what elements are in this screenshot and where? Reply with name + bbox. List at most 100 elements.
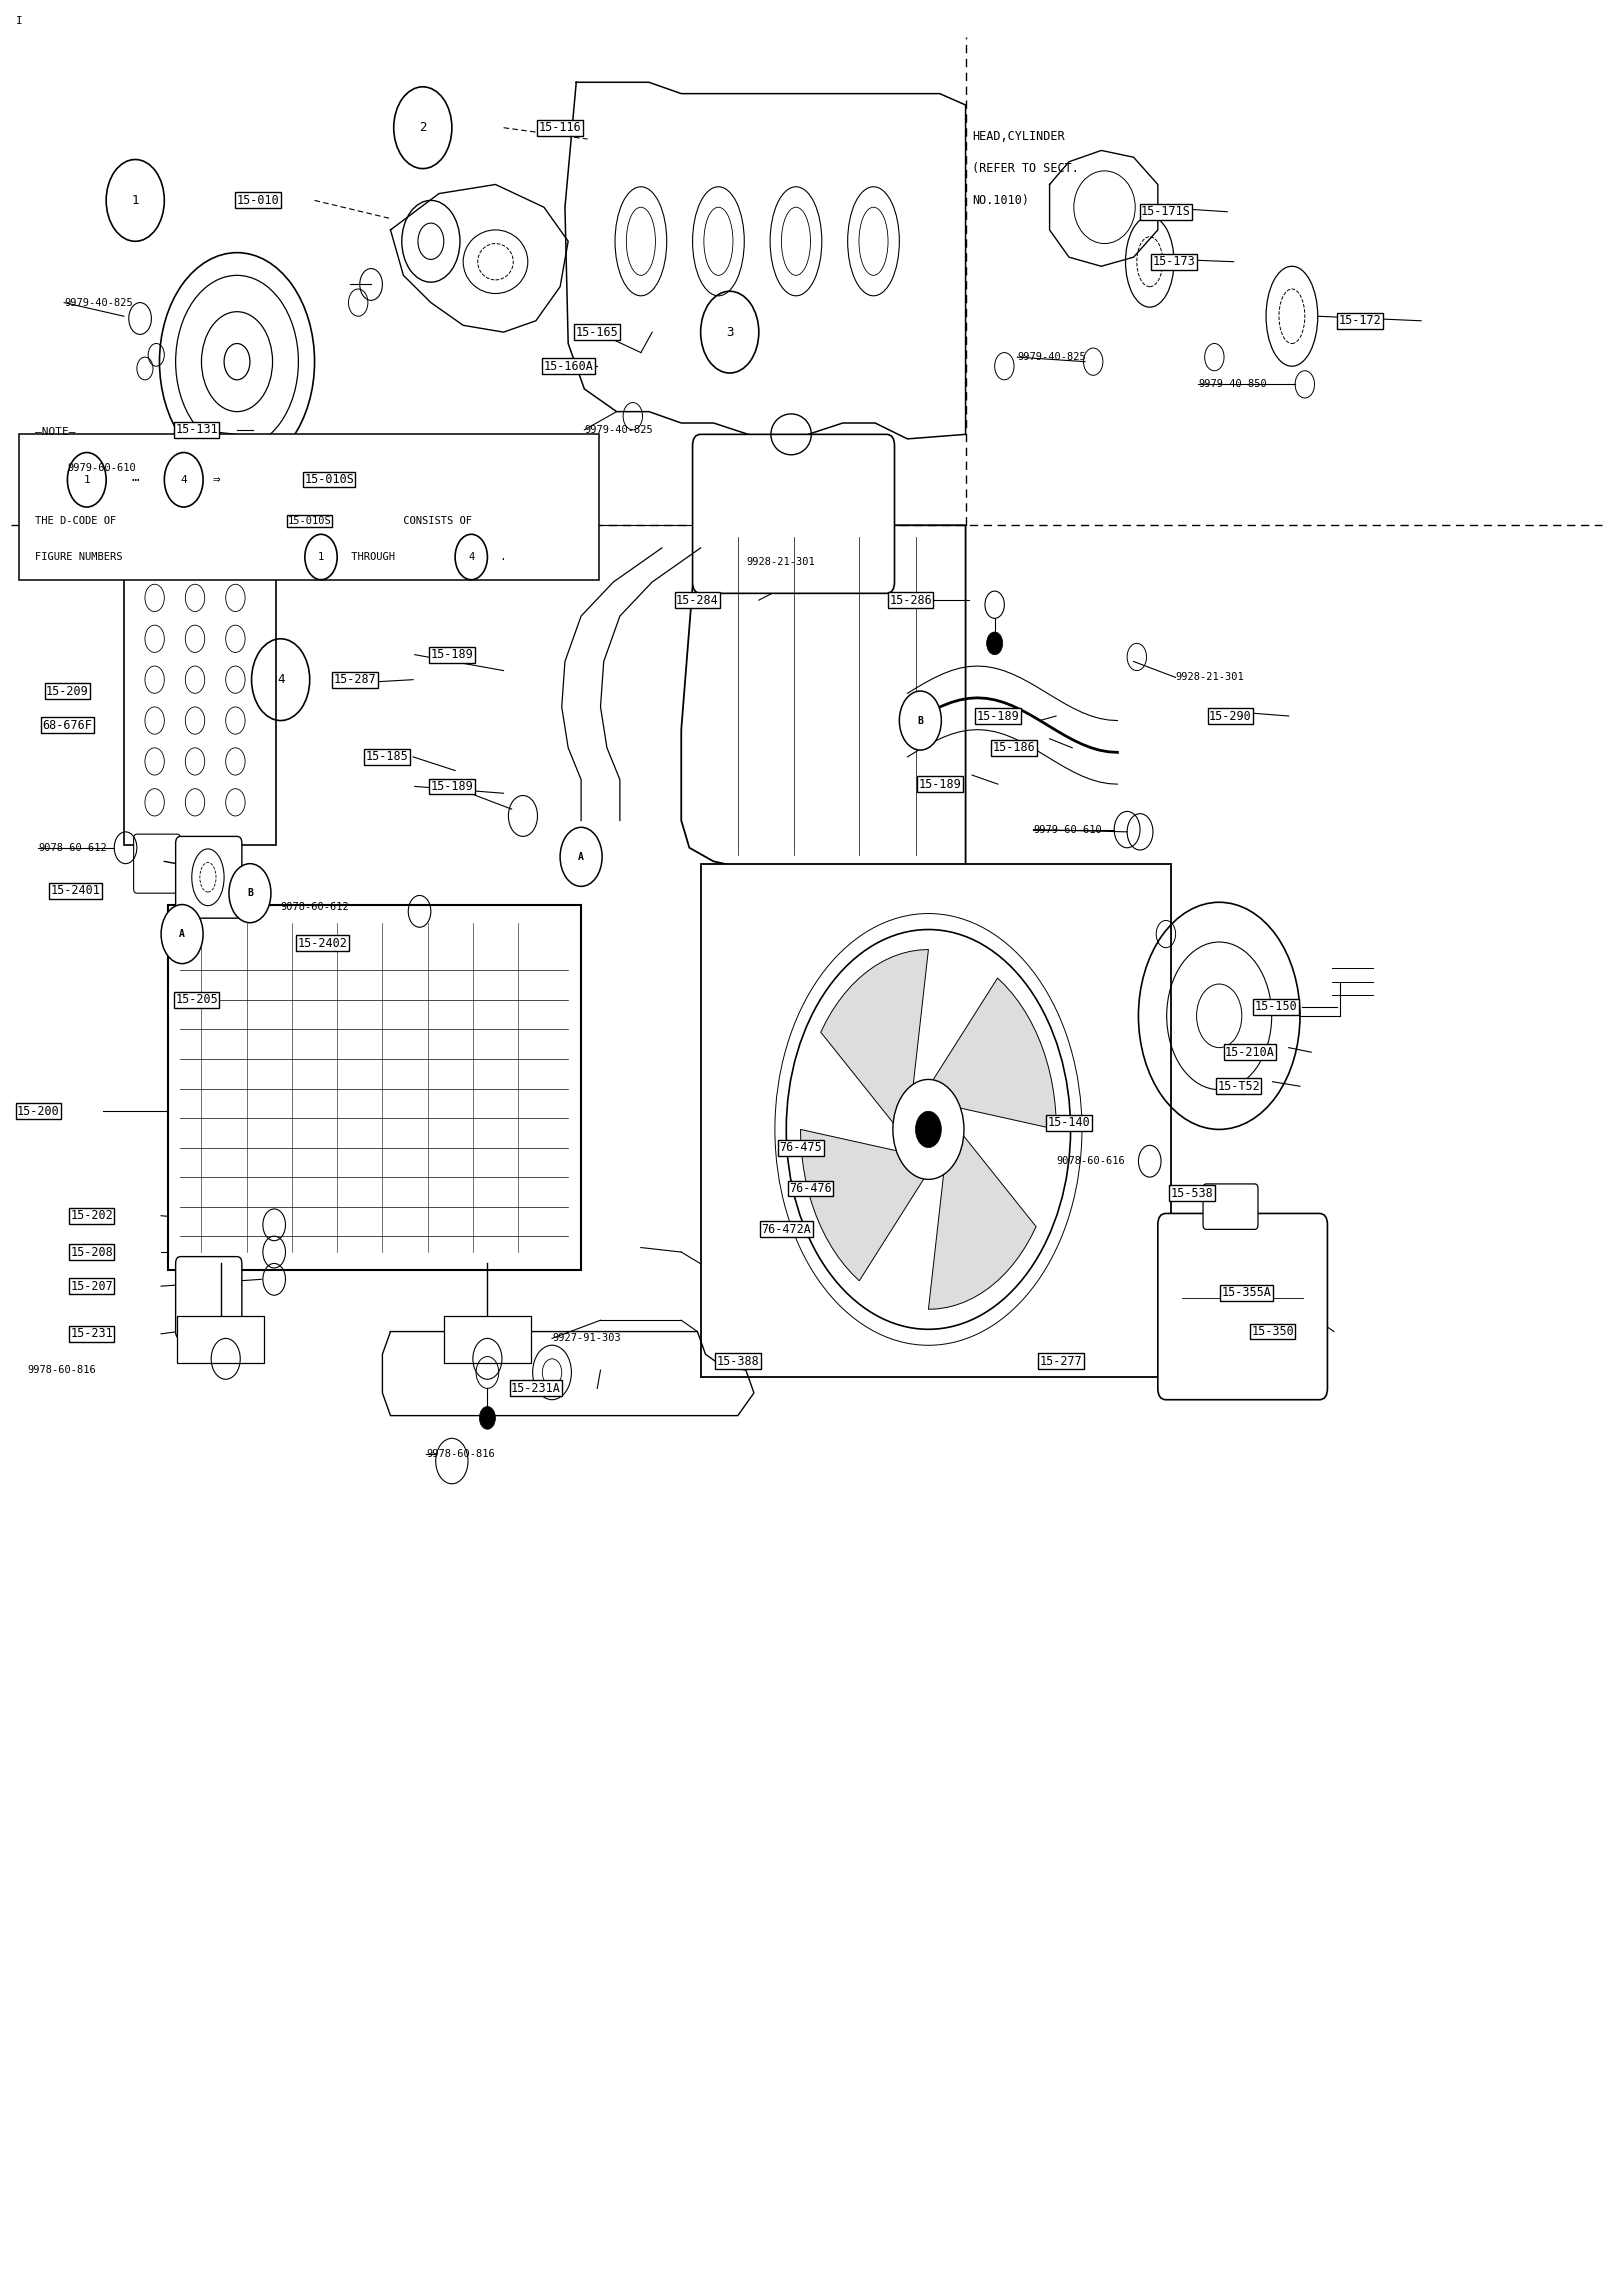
Text: 15-231: 15-231 (70, 1327, 113, 1341)
Text: 15-350: 15-350 (1251, 1325, 1294, 1339)
Text: 4: 4 (180, 476, 186, 485)
Text: 15-189: 15-189 (976, 710, 1020, 722)
Text: 15-131: 15-131 (175, 424, 217, 437)
Text: 15-207: 15-207 (70, 1280, 113, 1293)
Text: CONSISTS OF: CONSISTS OF (397, 515, 472, 526)
FancyBboxPatch shape (1157, 1214, 1328, 1400)
Text: 9928-21-301: 9928-21-301 (1175, 672, 1245, 683)
Circle shape (229, 863, 271, 922)
Text: 76-472A: 76-472A (762, 1223, 810, 1236)
Text: 15-2401: 15-2401 (50, 883, 101, 897)
Circle shape (480, 1407, 496, 1430)
Text: 15-284: 15-284 (676, 594, 718, 606)
Text: 15-185: 15-185 (366, 751, 408, 763)
Text: 9927-91-303: 9927-91-303 (553, 1334, 621, 1343)
Text: 15-538: 15-538 (1170, 1186, 1213, 1200)
Circle shape (900, 690, 942, 749)
Text: 15-010S: 15-010S (289, 515, 332, 526)
Text: 15-173: 15-173 (1153, 255, 1195, 269)
Text: 9928-21-301: 9928-21-301 (746, 556, 815, 567)
Text: 15-208: 15-208 (70, 1246, 113, 1259)
Circle shape (987, 633, 1003, 656)
Text: NO.1010): NO.1010) (973, 194, 1029, 207)
Circle shape (893, 1079, 964, 1179)
FancyBboxPatch shape (123, 549, 276, 845)
Text: 15-T52: 15-T52 (1217, 1079, 1260, 1093)
Text: 15-010: 15-010 (237, 194, 279, 207)
Text: 15-171S: 15-171S (1141, 205, 1191, 219)
Text: 9978-60-816: 9978-60-816 (28, 1366, 96, 1375)
Text: A: A (180, 929, 185, 938)
Text: 9979-40-825: 9979-40-825 (65, 298, 133, 307)
Text: 15-150: 15-150 (1255, 1000, 1297, 1013)
Text: 15-160A: 15-160A (543, 360, 593, 373)
Circle shape (561, 827, 601, 886)
Text: 9979-40-825: 9979-40-825 (584, 426, 653, 435)
Text: 15-210A: 15-210A (1225, 1045, 1274, 1059)
FancyBboxPatch shape (692, 435, 895, 594)
Text: 2: 2 (420, 121, 426, 134)
Polygon shape (929, 1127, 1036, 1309)
Text: I: I (16, 16, 23, 27)
Circle shape (160, 904, 203, 963)
Text: 15-010S: 15-010S (305, 474, 353, 487)
Text: HEAD,CYLINDER: HEAD,CYLINDER (973, 130, 1065, 143)
Text: A: A (579, 852, 584, 861)
Text: 15-277: 15-277 (1039, 1355, 1083, 1368)
Text: ⋯: ⋯ (131, 474, 139, 487)
Text: 9078-60-612: 9078-60-612 (39, 842, 107, 854)
Circle shape (916, 1111, 942, 1148)
FancyBboxPatch shape (133, 833, 180, 893)
Text: 15-290: 15-290 (1209, 710, 1251, 722)
Text: 4: 4 (468, 551, 475, 562)
FancyBboxPatch shape (1203, 1184, 1258, 1230)
Polygon shape (820, 950, 929, 1132)
Text: 15-116: 15-116 (538, 121, 582, 134)
Text: 15-189: 15-189 (431, 649, 473, 660)
Text: 1: 1 (318, 551, 324, 562)
Text: 15-202: 15-202 (70, 1209, 113, 1223)
Text: 76-476: 76-476 (789, 1182, 832, 1195)
Polygon shape (927, 979, 1057, 1129)
Text: B: B (917, 715, 924, 726)
Text: .: . (494, 551, 506, 562)
Text: 68-676F: 68-676F (42, 720, 92, 731)
Text: 15-200: 15-200 (16, 1104, 60, 1118)
FancyBboxPatch shape (175, 836, 242, 918)
Text: 9979-60-610: 9979-60-610 (68, 465, 136, 474)
Text: THROUGH: THROUGH (345, 551, 396, 562)
Text: 15-231A: 15-231A (511, 1382, 561, 1396)
Text: (REFER TO SECT.: (REFER TO SECT. (973, 162, 1080, 175)
Text: 15-355A: 15-355A (1222, 1287, 1271, 1300)
FancyBboxPatch shape (19, 435, 598, 581)
Text: 15-189: 15-189 (919, 779, 961, 790)
FancyBboxPatch shape (177, 1316, 264, 1364)
Text: 3: 3 (726, 326, 733, 339)
Text: 15-286: 15-286 (890, 594, 932, 606)
Text: 15-172: 15-172 (1339, 314, 1381, 328)
Text: 15-165: 15-165 (575, 326, 619, 339)
FancyBboxPatch shape (700, 863, 1170, 1378)
Text: 9979-60-610: 9979-60-610 (1034, 824, 1102, 836)
Text: 15-2402: 15-2402 (298, 936, 347, 950)
Text: ⇒: ⇒ (212, 474, 220, 487)
Text: 9979-40-825: 9979-40-825 (1018, 353, 1086, 362)
Text: 1: 1 (131, 194, 139, 207)
FancyBboxPatch shape (167, 904, 580, 1271)
Text: THE D-CODE OF: THE D-CODE OF (36, 515, 117, 526)
Text: 9978-60-816: 9978-60-816 (426, 1448, 494, 1460)
Text: 15-388: 15-388 (716, 1355, 759, 1368)
Text: FIGURE NUMBERS: FIGURE NUMBERS (36, 551, 123, 562)
Text: B: B (246, 888, 253, 897)
Text: 15-189: 15-189 (431, 781, 473, 792)
Text: —NOTE—: —NOTE— (36, 426, 76, 437)
Text: 9078-60-616: 9078-60-616 (1055, 1157, 1125, 1166)
Text: 15-209: 15-209 (45, 685, 89, 697)
Text: 15-140: 15-140 (1047, 1116, 1091, 1129)
Text: 15-287: 15-287 (334, 674, 376, 685)
Text: 15-205: 15-205 (175, 993, 217, 1006)
Polygon shape (801, 1129, 929, 1280)
Circle shape (1196, 984, 1242, 1047)
FancyBboxPatch shape (175, 1257, 242, 1339)
Text: 1: 1 (83, 476, 91, 485)
